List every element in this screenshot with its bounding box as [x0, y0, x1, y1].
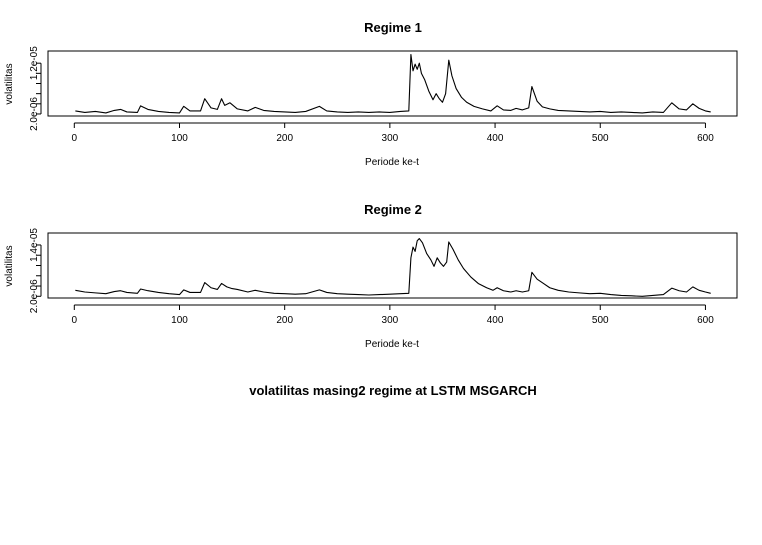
x-axis-label: Periode ke-t: [365, 339, 419, 350]
y-axis-label: volatilitas: [4, 245, 15, 286]
y-axis: 2.0e-06 1.4e-05: [29, 228, 42, 313]
panel-title: Regime 2: [364, 202, 422, 217]
plot-area: [75, 53, 711, 114]
plot-frame: [47, 50, 738, 117]
x-tick-label: 400: [487, 133, 504, 144]
x-tick-label: 500: [592, 315, 609, 326]
x-tick-label: 100: [171, 315, 188, 326]
x-tick-label: 300: [382, 315, 399, 326]
series-line: [75, 238, 711, 297]
x-tick-label: 200: [276, 315, 293, 326]
y-tick-label: 1.2e-05: [29, 46, 40, 80]
panel-title: Regime 1: [364, 20, 422, 35]
y-axis-label: volatilitas: [4, 63, 15, 104]
panel-regime-1: Regime 1 0 100 200 300 400 500 600 2.0e-06 1.2e…: [4, 20, 738, 168]
y-axis: 2.0e-06 1.2e-05: [29, 46, 42, 131]
series-line: [75, 53, 711, 114]
figure-main-title: volatilitas masing2 regime at LSTM MSGAR…: [249, 383, 537, 398]
x-axis: 0 100 200 300 400 500 600: [72, 304, 714, 326]
x-tick-label: 0: [72, 133, 78, 144]
y-tick-label: 1.4e-05: [29, 228, 40, 262]
x-tick-label: 500: [592, 133, 609, 144]
x-tick-label: 600: [697, 315, 714, 326]
x-tick-label: 400: [487, 315, 504, 326]
panel-regime-2: Regime 2 0 100 200 300 400 500 600 2.0e-06 1.4e…: [4, 202, 738, 350]
y-tick-label: 2.0e-06: [29, 97, 40, 131]
x-tick-label: 300: [382, 133, 399, 144]
x-axis-label: Periode ke-t: [365, 157, 419, 168]
y-tick-label: 2.0e-06: [29, 279, 40, 313]
x-tick-label: 200: [276, 133, 293, 144]
x-tick-label: 0: [72, 315, 78, 326]
plot-area: [75, 238, 711, 297]
plot-frame: [47, 232, 738, 299]
x-tick-label: 100: [171, 133, 188, 144]
x-tick-label: 600: [697, 133, 714, 144]
x-axis: 0 100 200 300 400 500 600: [72, 122, 714, 144]
